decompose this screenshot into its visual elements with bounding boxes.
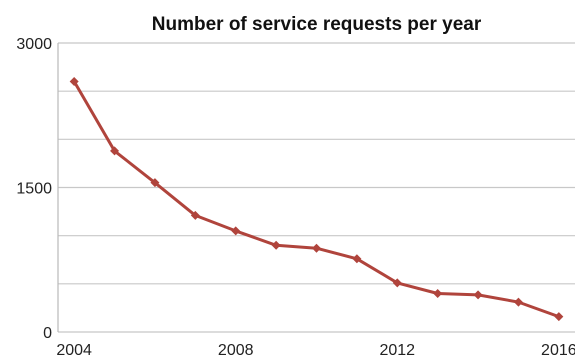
data-point-2004 xyxy=(69,77,79,87)
data-point-2008 xyxy=(231,226,241,236)
x-tick-label-2012: 2012 xyxy=(379,342,415,356)
data-point-2006 xyxy=(150,178,160,188)
data-point-2013 xyxy=(433,288,443,298)
axis-layer: 0 1500 3000 2004 2008 2012 2016 xyxy=(16,36,575,356)
x-tick-label-2008: 2008 xyxy=(218,342,254,356)
data-point-2010 xyxy=(312,243,321,253)
x-tick-label-2004: 2004 xyxy=(56,342,92,356)
data-point-2016 xyxy=(554,312,564,322)
data-point-2007 xyxy=(190,210,200,220)
data-point-2005 xyxy=(110,146,120,156)
y-tick-label-0: 0 xyxy=(43,325,52,342)
chart-title: Number of service requests per year xyxy=(151,14,482,35)
data-point-2009 xyxy=(271,240,281,250)
y-tick-label-3000: 3000 xyxy=(16,36,52,53)
data-point-2011 xyxy=(352,254,362,264)
data-point-2015 xyxy=(513,297,523,307)
series-line-0 xyxy=(72,80,561,319)
x-tick-label-2016: 2016 xyxy=(541,342,575,356)
y-tick-label-1500: 1500 xyxy=(16,181,52,198)
data-point-2012 xyxy=(392,278,402,288)
grid-layer xyxy=(58,42,575,333)
series-layer xyxy=(69,77,564,322)
data-point-2014 xyxy=(473,290,483,300)
